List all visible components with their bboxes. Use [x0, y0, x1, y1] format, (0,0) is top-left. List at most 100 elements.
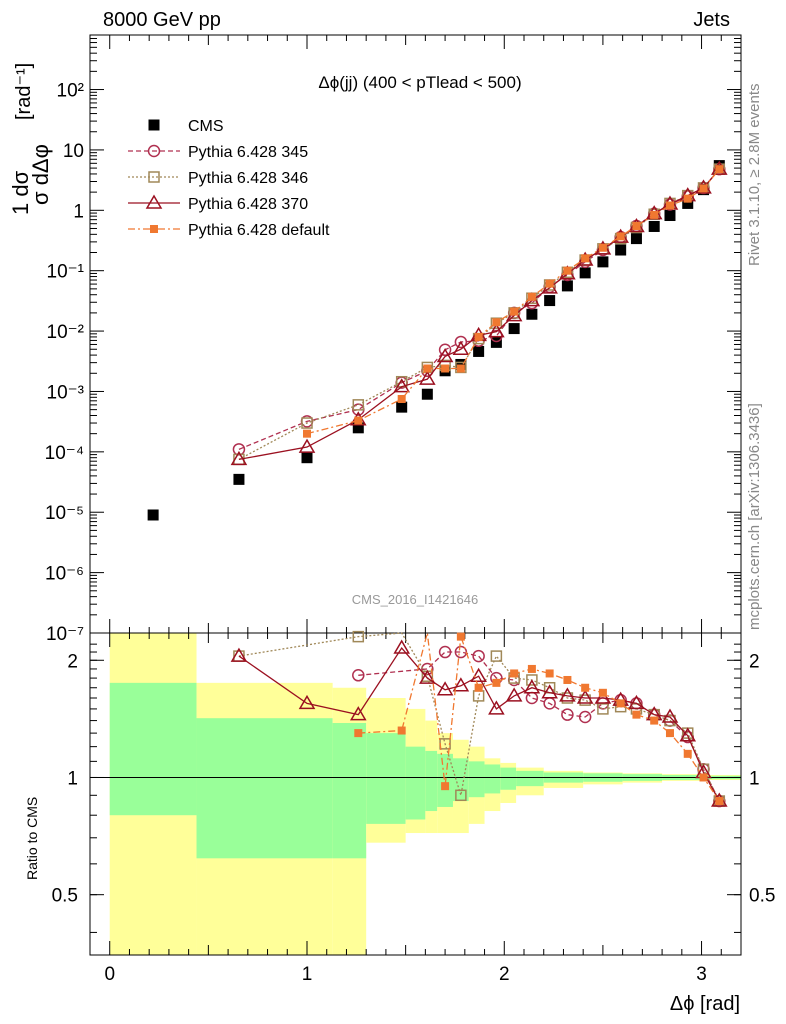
- green-band: [366, 733, 406, 824]
- data-point: [699, 184, 708, 193]
- ratio-point: [470, 667, 487, 682]
- data-point: [544, 295, 556, 307]
- data-point: [230, 450, 248, 466]
- ratio-y-tick-label: 1: [749, 768, 760, 789]
- ratio-point: [576, 689, 594, 704]
- uncertainty-bands: [109, 633, 741, 955]
- ratio-point: [349, 706, 367, 721]
- data-point: [683, 194, 692, 203]
- ratio-point: [352, 669, 365, 682]
- ratio-point: [699, 773, 708, 782]
- data-point: [298, 438, 316, 453]
- data-point: [648, 220, 660, 232]
- ratio-y-label: Ratio to CMS: [24, 797, 40, 880]
- data-point: [441, 364, 450, 373]
- data-point: [561, 280, 573, 292]
- svg-text:1 dσ: 1 dσ: [8, 170, 33, 215]
- green-band: [109, 682, 197, 816]
- data-point: [650, 210, 659, 219]
- ratio-frame-border: [89, 632, 742, 956]
- header-right: Jets: [693, 9, 730, 31]
- svg-text:σ dΔφ: σ dΔφ: [28, 144, 53, 205]
- series-cms: [147, 160, 725, 521]
- main-y-label: 1 dσ σ dΔφ [rad⁻¹]: [8, 63, 53, 215]
- ratio-point: [455, 789, 467, 802]
- data-point: [456, 364, 465, 373]
- ratio-point: [715, 797, 724, 806]
- ratio-series-pythia-6-428-default: [354, 632, 724, 806]
- green-band: [425, 750, 438, 812]
- x-tick-label: 1: [302, 964, 313, 985]
- y-tick-label: 10⁻⁵: [45, 503, 84, 524]
- data-point: [352, 422, 364, 434]
- data-point: [597, 256, 609, 268]
- data-point: [598, 243, 607, 252]
- data-point: [354, 416, 363, 425]
- ratio-point: [527, 664, 536, 673]
- data-point: [615, 244, 627, 256]
- ratio-point: [665, 729, 674, 738]
- ratio-point: [683, 749, 692, 758]
- data-point: [419, 370, 436, 385]
- y-tick-label: 10⁻²: [47, 322, 85, 343]
- ratio-point: [436, 681, 454, 696]
- data-point: [303, 429, 311, 438]
- ratio-panel: 0 1 2 3 0.5 0.5 1 1 2 2: [52, 632, 775, 985]
- data-point: [301, 452, 313, 464]
- data-point: [581, 254, 590, 263]
- ratio-point: [597, 703, 609, 715]
- ratio-point: [661, 708, 679, 723]
- ratio-point: [472, 649, 485, 663]
- ratio-y-tick-label: 0.5: [52, 886, 78, 907]
- ratio-point: [354, 729, 363, 738]
- y-tick-label: 10⁻¹: [47, 262, 85, 283]
- data-point: [352, 399, 365, 411]
- x-tick-label: 3: [696, 964, 707, 985]
- data-point: [630, 233, 642, 245]
- ratio-point: [490, 650, 503, 662]
- legend-marker: [150, 225, 158, 233]
- legend-label: CMS: [188, 118, 224, 135]
- data-point: [393, 378, 410, 393]
- watermark: CMS_2016_I1421646: [352, 592, 479, 607]
- data-point: [490, 317, 503, 329]
- legend-marker: [147, 144, 161, 158]
- data-point: [455, 358, 467, 370]
- series-line: [238, 168, 720, 461]
- ratio-point: [598, 688, 607, 697]
- ratio-point: [545, 669, 554, 678]
- ratio-point: [441, 782, 450, 791]
- ratio-point: [578, 710, 592, 724]
- data-point: [579, 267, 591, 279]
- data-point: [508, 323, 520, 335]
- series-line: [238, 168, 720, 450]
- green-band: [332, 723, 367, 859]
- green-band: [405, 746, 426, 820]
- data-point: [715, 165, 724, 174]
- ratio-point: [456, 632, 465, 641]
- data-point: [488, 323, 505, 338]
- ratio-point: [628, 694, 645, 710]
- ratio-point: [523, 679, 541, 694]
- ratio-point: [581, 683, 590, 692]
- ratio-point: [421, 662, 434, 676]
- legend-marker: [145, 194, 163, 209]
- legend-label: Pythia 6.428 370: [188, 196, 308, 213]
- ratio-line: [238, 632, 720, 802]
- ratio-line: [238, 646, 720, 802]
- data-point: [616, 232, 625, 241]
- data-point: [438, 343, 452, 357]
- legend-marker: [148, 119, 160, 131]
- side-label-top: Rivet 3.1.10, ≥ 2.8M events: [746, 83, 763, 267]
- data-point: [421, 388, 433, 400]
- green-band: [468, 761, 485, 798]
- ratio-point: [664, 714, 676, 727]
- data-point: [452, 340, 470, 356]
- ratio-point: [505, 687, 523, 702]
- legend-label: Pythia 6.428 346: [188, 170, 308, 187]
- svg-text:[rad⁻¹]: [rad⁻¹]: [13, 63, 35, 120]
- ratio-point: [488, 700, 505, 715]
- y-tick-label: 10⁻³: [47, 382, 85, 403]
- y-tick-label: 10: [63, 141, 84, 162]
- data-point: [301, 417, 313, 429]
